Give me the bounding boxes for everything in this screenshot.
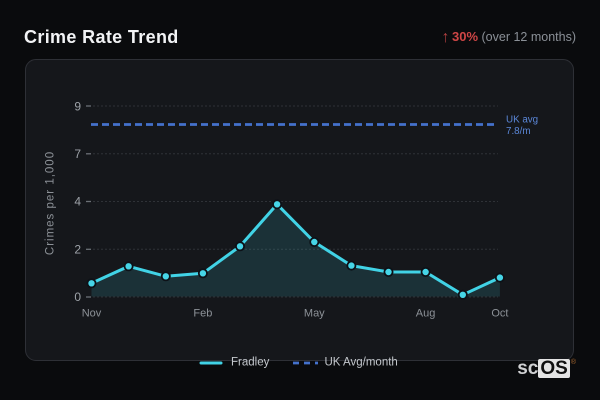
svg-text:May: May	[304, 308, 325, 320]
svg-text:0: 0	[74, 290, 81, 304]
svg-text:9: 9	[74, 100, 81, 114]
svg-text:Oct: Oct	[491, 308, 508, 320]
svg-text:7: 7	[74, 147, 81, 161]
svg-text:Feb: Feb	[193, 308, 212, 320]
svg-text:UK Avg/month: UK Avg/month	[325, 357, 398, 369]
svg-text:UK avg: UK avg	[506, 115, 538, 126]
svg-text:2: 2	[74, 242, 81, 256]
svg-text:Nov: Nov	[82, 308, 102, 320]
svg-text:4: 4	[74, 195, 81, 209]
svg-text:Crimes per 1,000: Crimes per 1,000	[45, 151, 57, 255]
svg-text:Aug: Aug	[416, 308, 436, 320]
svg-text:Fradley: Fradley	[231, 357, 270, 369]
svg-text:7.8/m: 7.8/m	[506, 126, 531, 137]
